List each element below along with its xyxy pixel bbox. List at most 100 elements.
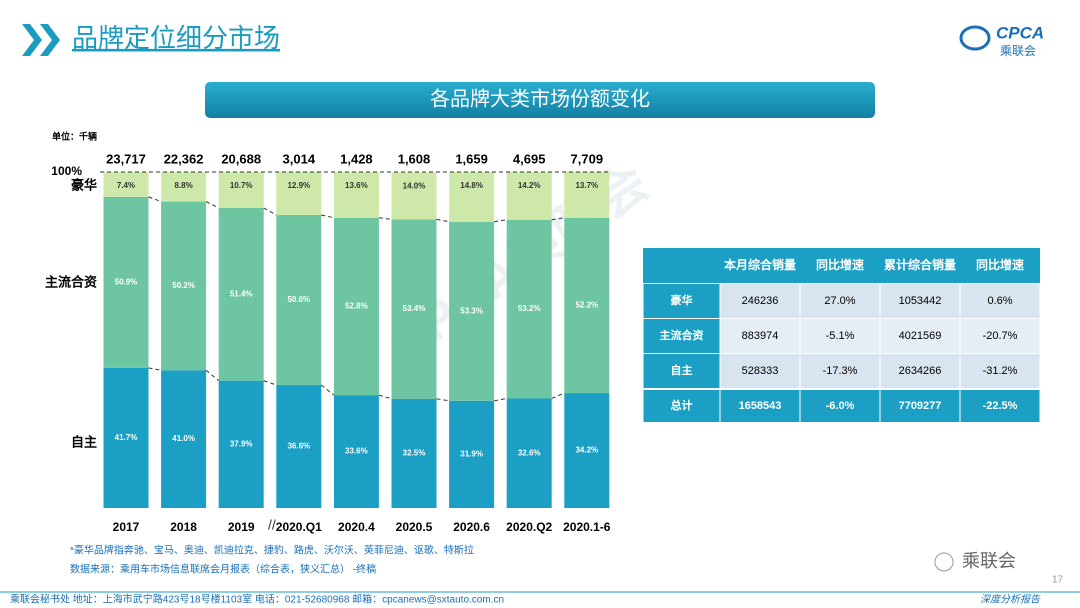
table-text: 246236 (742, 295, 779, 307)
table-text: -6.0% (826, 400, 855, 412)
note: 数据来源：乘用车市场信息联席会月报表（综合表，狭义汇总） -终稿 (70, 563, 376, 576)
total-label: 20,688 (221, 151, 261, 166)
table-cell (960, 354, 1040, 388)
total-label: 1,428 (340, 151, 373, 166)
table-cell (800, 354, 880, 388)
bar-segment (161, 370, 207, 508)
dashed-link (378, 217, 392, 220)
total-label: 3,014 (283, 151, 316, 166)
dashed-link (436, 218, 450, 223)
bar-segment (564, 217, 610, 394)
table-text: 0.6% (987, 295, 1012, 307)
bar-segment (506, 219, 552, 399)
series-label: 豪华 (71, 177, 97, 192)
table-text: 27.0% (824, 295, 855, 307)
dashed-link (494, 397, 507, 402)
data-label: 51.4% (230, 289, 253, 298)
data-label: 53.2% (518, 304, 541, 313)
bar-segment (161, 172, 207, 202)
table-text: 主流合资 (660, 328, 704, 342)
table-text: -22.5% (983, 400, 1018, 412)
bar-segment (564, 171, 610, 218)
table-cell (960, 390, 1040, 422)
bar-segment (276, 215, 322, 386)
bar-segment (391, 172, 437, 220)
bar-segment (391, 398, 437, 508)
total-label: 4,695 (513, 151, 546, 166)
data-label: 13.7% (575, 181, 598, 190)
series-label: 主流合资 (45, 274, 97, 289)
x-tick-label: 2020.Q2 (506, 520, 552, 534)
data-label: 31.9% (460, 450, 483, 459)
table-text: -31.2% (983, 365, 1018, 377)
table-cell (800, 319, 880, 353)
note: *豪华品牌指奔驰、宝马、奥迪、凯迪拉克、捷豹、路虎、沃尔沃、英菲尼迪、讴歌、特斯… (70, 544, 474, 557)
bar-segment (564, 393, 610, 508)
series-label: 自主 (71, 434, 97, 449)
table-cell (880, 354, 960, 388)
table-text: 自主 (671, 363, 693, 377)
bar-segment (103, 367, 149, 508)
table-cell (643, 319, 720, 353)
x-tick-label: 2020.1-6 (563, 520, 611, 534)
data-label: 14.8% (460, 181, 483, 190)
total-label: 1,608 (398, 151, 431, 166)
total-label: 7,709 (571, 151, 604, 166)
data-label: 32.6% (518, 448, 541, 457)
table-cell (720, 390, 800, 422)
y-tick-label: 100% (51, 164, 82, 178)
data-label: 50.6% (287, 295, 310, 304)
table-cell (643, 390, 720, 422)
data-label: 13.6% (345, 181, 368, 190)
bar-segment (218, 380, 264, 508)
table-cell (880, 390, 960, 422)
dashed-link (263, 380, 277, 386)
table-header: 同比增速 (816, 257, 864, 272)
footer-tag: 深度分析报告 (980, 594, 1041, 606)
bar-segment (218, 172, 264, 208)
table-text: 总计 (671, 398, 693, 412)
bar-segment (333, 172, 379, 218)
table-cell (720, 319, 800, 353)
data-label: 8.8% (174, 181, 192, 190)
wechat-name: 乘联会 (962, 551, 1016, 571)
data-label: 50.2% (172, 281, 195, 290)
x-tick-label: 2017 (113, 520, 140, 534)
table-cell (800, 284, 880, 318)
data-label: 33.6% (345, 447, 368, 456)
dashed-link (321, 214, 335, 219)
bar-segment (103, 196, 149, 368)
table-text: -20.7% (983, 330, 1018, 342)
table-text: 4021569 (899, 330, 942, 342)
table-text: 7709277 (899, 400, 942, 412)
table-cell (643, 354, 720, 388)
data-label: 32.5% (403, 449, 426, 458)
table-cell (720, 354, 800, 388)
data-label: 10.7% (230, 181, 253, 190)
bar-segment (449, 172, 495, 222)
banner-text: 各品牌大类市场份额变化 (430, 87, 650, 110)
table-text: -5.1% (826, 330, 855, 342)
banner (205, 82, 875, 118)
bar-segment (506, 172, 552, 220)
table-cell (720, 284, 800, 318)
bar-segment (449, 400, 495, 508)
table-cell (960, 319, 1040, 353)
data-label: 34.2% (575, 446, 598, 455)
bar-segment (276, 385, 322, 508)
data-label: 14.0% (403, 181, 426, 190)
dashed-link (148, 196, 162, 203)
logo-mark (959, 25, 991, 51)
table-cell (800, 390, 880, 422)
dashed-link (320, 384, 335, 396)
logo: CPCA (996, 23, 1044, 42)
logo-sub: 乘联会 (1000, 44, 1036, 58)
dashed-link (148, 367, 162, 371)
data-label: 14.2% (518, 181, 541, 190)
x-tick-label: 2020.4 (338, 520, 375, 534)
x-tick-label: 2018 (170, 520, 197, 534)
bar-segment (333, 217, 379, 396)
chevrons (22, 24, 60, 56)
total-label: 1,659 (455, 151, 488, 166)
data-label: 7.4% (117, 181, 135, 190)
